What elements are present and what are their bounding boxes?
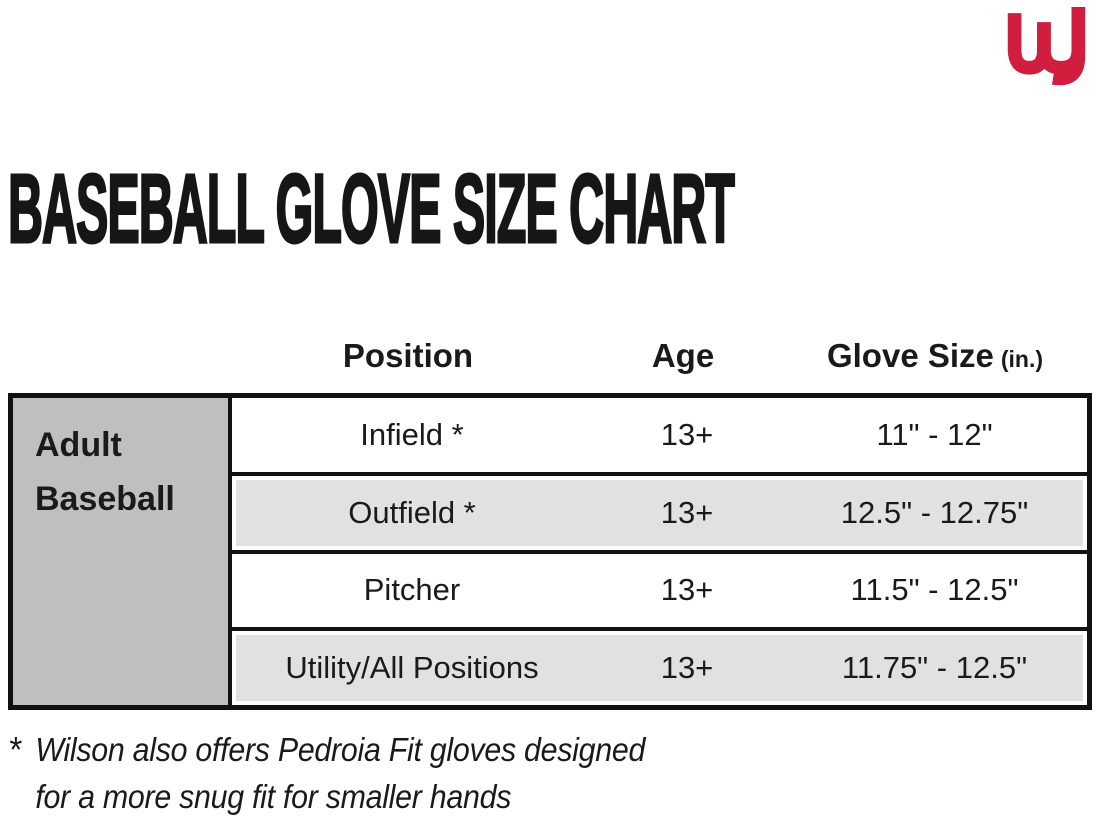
cell-glove-size: 11.5" - 12.5" [850,572,1019,608]
cell-glove-size: 11.75" - 12.5" [841,650,1028,686]
cell-age: 13+ [660,494,714,530]
cell-glove-size: 11" - 12" [876,416,993,452]
column-header-position: Position [342,337,474,374]
table-row: Outfield * 13+ 12.5" - 12.75" [232,475,1087,554]
footnote: * Wilson also offers Pedroia Fit gloves … [8,726,645,820]
wilson-w-icon [1007,7,1086,86]
footnote-line-2: for a more snug fit for smaller hands [35,778,512,815]
cell-age: 13+ [660,572,714,608]
size-table: Adult Baseball Infield * 13+ 11" - 12" O… [8,393,1092,710]
footnote-asterisk: * [8,729,21,770]
cell-position: Utility/All Positions [285,650,539,686]
row-group-label: Adult Baseball [13,398,232,705]
footnote-line-1: Wilson also offers Pedroia Fit gloves de… [35,731,646,768]
column-header-age: Age [651,337,715,374]
table-column-headers: Position Age Glove Size (in.) [8,336,1092,379]
cell-position: Pitcher [363,572,461,608]
cell-glove-size: 12.5" - 12.75" [840,494,1029,530]
header-spacer [8,336,228,379]
table-row: Utility/All Positions 13+ 11.75" - 12.5" [232,631,1087,705]
cell-position: Outfield * [348,494,476,530]
wilson-logo [1001,3,1096,88]
table-row: Infield * 13+ 11" - 12" [232,398,1087,476]
table-rows: Infield * 13+ 11" - 12" Outfield * 13+ 1… [232,398,1087,705]
glove-size-label: Glove Size [826,337,994,374]
cell-position: Infield * [360,416,464,452]
glove-size-unit: (in.) [1000,346,1044,372]
cell-age: 13+ [660,650,714,686]
cell-age: 13+ [660,416,714,452]
table-row: Pitcher 13+ 11.5" - 12.5" [232,554,1087,632]
footnote-text: Wilson also offers Pedroia Fit gloves de… [35,726,645,820]
page-title: BASEBALL GLOVE SIZE CHART [7,154,735,263]
column-header-glove-size: Glove Size (in.) [778,336,1092,379]
